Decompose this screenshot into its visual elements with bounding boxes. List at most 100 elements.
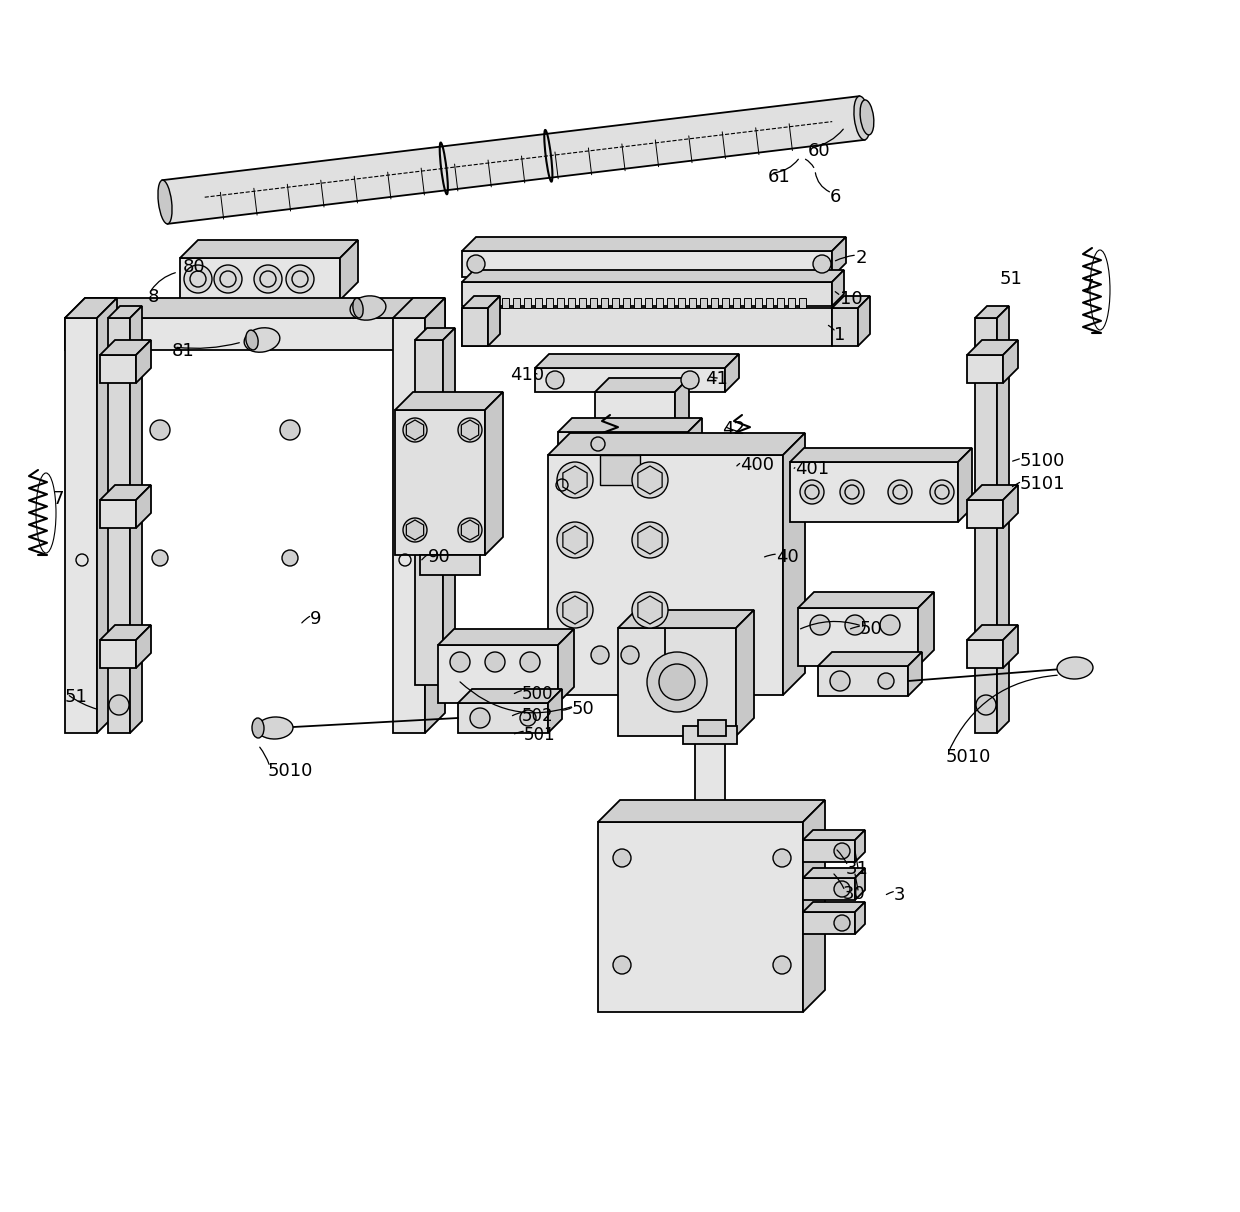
Ellipse shape — [773, 848, 791, 867]
Ellipse shape — [153, 550, 167, 566]
Bar — [667, 298, 675, 308]
Bar — [683, 726, 737, 744]
Bar — [634, 298, 641, 308]
Bar — [525, 298, 531, 308]
Bar — [534, 298, 542, 308]
Text: 51: 51 — [64, 688, 88, 707]
Polygon shape — [415, 341, 443, 685]
Ellipse shape — [632, 591, 668, 628]
Polygon shape — [975, 318, 997, 733]
Bar — [744, 298, 751, 308]
Polygon shape — [858, 296, 870, 345]
Ellipse shape — [184, 265, 212, 293]
Polygon shape — [790, 462, 959, 522]
Ellipse shape — [930, 480, 954, 504]
Ellipse shape — [647, 652, 707, 711]
Polygon shape — [558, 431, 688, 456]
Polygon shape — [908, 652, 923, 696]
Text: 7: 7 — [53, 490, 64, 508]
Polygon shape — [804, 911, 856, 934]
Bar — [568, 298, 575, 308]
Polygon shape — [967, 485, 1018, 501]
Text: 5010: 5010 — [946, 748, 991, 766]
Polygon shape — [1003, 625, 1018, 668]
Ellipse shape — [681, 371, 699, 389]
Bar — [694, 736, 725, 831]
Text: 50: 50 — [861, 621, 883, 638]
Text: 3: 3 — [894, 886, 905, 904]
Bar — [491, 298, 498, 308]
Ellipse shape — [557, 462, 593, 498]
Ellipse shape — [658, 664, 694, 701]
Ellipse shape — [286, 265, 314, 293]
Polygon shape — [425, 298, 445, 733]
Polygon shape — [595, 391, 675, 450]
Ellipse shape — [467, 255, 485, 273]
Polygon shape — [463, 308, 489, 345]
Bar — [645, 298, 652, 308]
Polygon shape — [804, 868, 866, 877]
Polygon shape — [534, 368, 725, 391]
Ellipse shape — [591, 438, 605, 451]
Ellipse shape — [632, 522, 668, 558]
Ellipse shape — [976, 694, 996, 715]
Polygon shape — [790, 448, 972, 462]
Text: 410: 410 — [510, 366, 544, 384]
Text: 9: 9 — [310, 610, 321, 628]
Polygon shape — [618, 610, 754, 628]
Polygon shape — [856, 830, 866, 862]
Text: 502: 502 — [522, 707, 553, 725]
Ellipse shape — [485, 652, 505, 671]
Bar — [711, 298, 718, 308]
Text: 81: 81 — [172, 342, 195, 360]
Polygon shape — [64, 318, 425, 350]
Polygon shape — [463, 282, 832, 305]
Polygon shape — [463, 270, 844, 282]
Text: 60: 60 — [808, 142, 831, 160]
Ellipse shape — [880, 614, 900, 635]
Text: 80: 80 — [184, 258, 206, 276]
Ellipse shape — [254, 265, 281, 293]
Polygon shape — [804, 902, 866, 911]
Ellipse shape — [835, 915, 849, 931]
Bar — [600, 454, 640, 485]
Ellipse shape — [353, 298, 363, 318]
Text: 5101: 5101 — [1021, 475, 1065, 493]
Polygon shape — [918, 591, 934, 667]
Polygon shape — [130, 305, 143, 733]
Polygon shape — [100, 625, 151, 640]
Text: 41: 41 — [706, 370, 728, 388]
Ellipse shape — [835, 881, 849, 897]
Polygon shape — [534, 354, 739, 368]
Polygon shape — [393, 318, 425, 733]
Polygon shape — [438, 629, 574, 645]
Polygon shape — [489, 296, 500, 345]
Ellipse shape — [458, 518, 482, 542]
Text: 401: 401 — [795, 461, 830, 478]
Text: 40: 40 — [776, 548, 799, 566]
Polygon shape — [100, 355, 136, 383]
Ellipse shape — [878, 673, 894, 688]
Polygon shape — [595, 378, 689, 391]
Ellipse shape — [470, 708, 490, 728]
Polygon shape — [97, 298, 117, 733]
Polygon shape — [832, 296, 870, 308]
Polygon shape — [136, 485, 151, 528]
Polygon shape — [438, 645, 558, 703]
Polygon shape — [618, 628, 737, 736]
Polygon shape — [598, 800, 825, 822]
Polygon shape — [100, 640, 136, 668]
Polygon shape — [548, 454, 782, 694]
Ellipse shape — [215, 265, 242, 293]
Polygon shape — [396, 391, 503, 410]
Polygon shape — [1003, 485, 1018, 528]
Ellipse shape — [546, 371, 564, 389]
Ellipse shape — [150, 421, 170, 440]
Polygon shape — [832, 270, 844, 305]
Bar — [480, 298, 487, 308]
Bar — [613, 298, 619, 308]
Bar — [766, 298, 773, 308]
Polygon shape — [804, 840, 856, 862]
Text: 1: 1 — [835, 326, 846, 344]
Polygon shape — [180, 258, 340, 301]
